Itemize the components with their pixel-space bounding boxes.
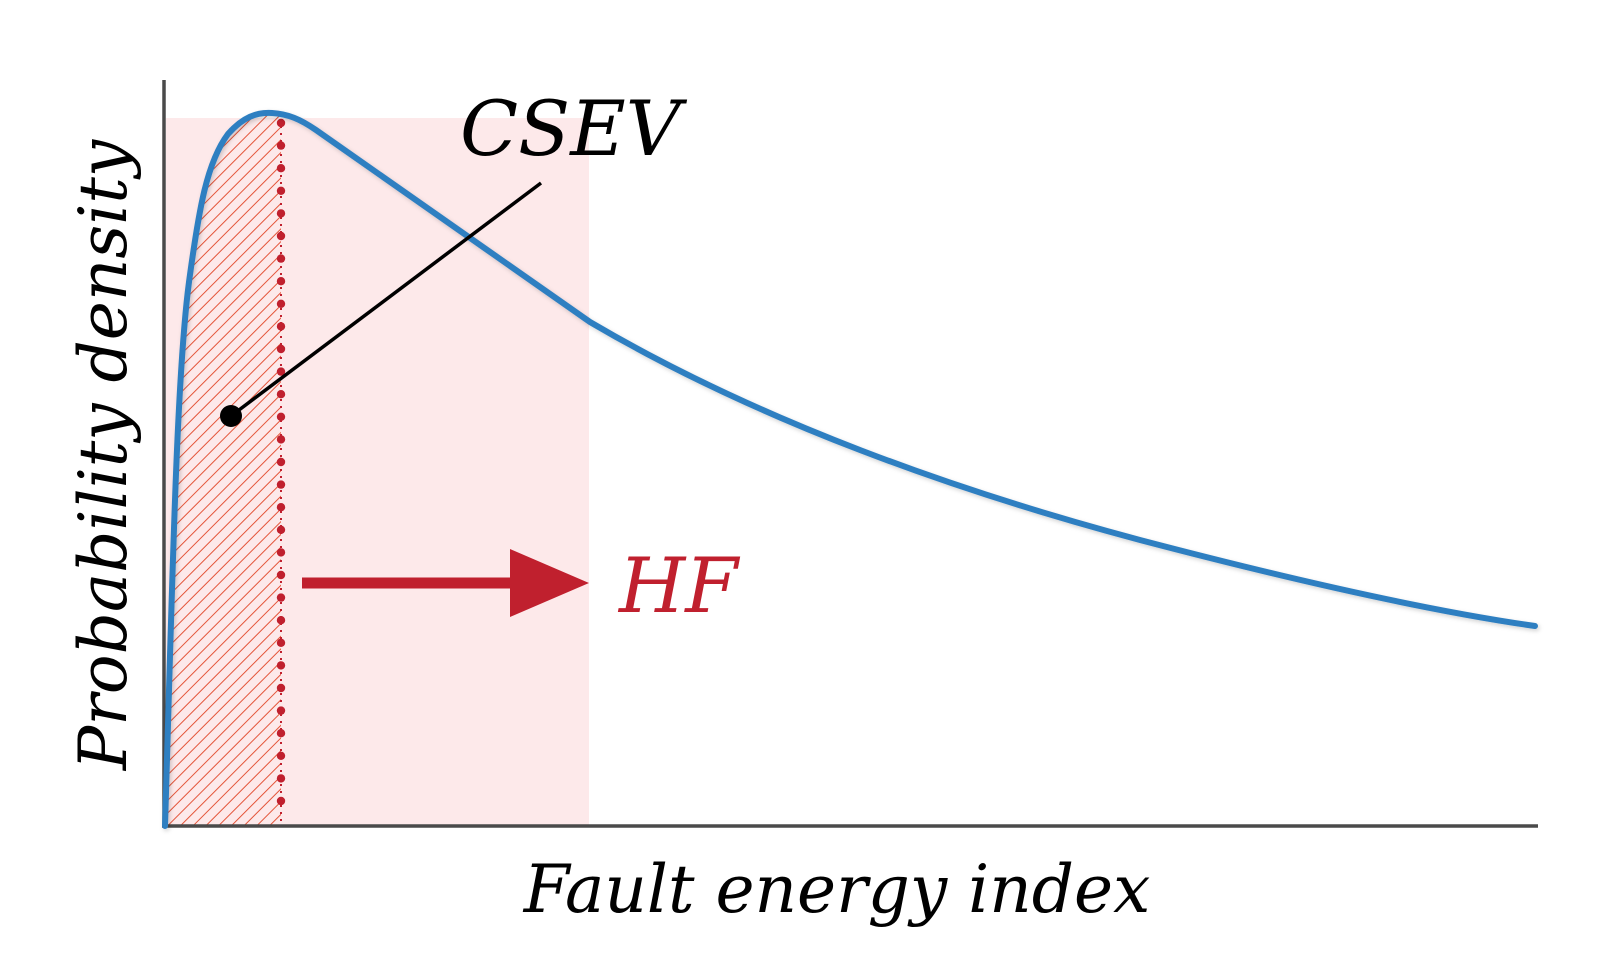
- threshold-dot: [276, 593, 286, 602]
- y-axis-label: Probability density: [65, 139, 142, 771]
- threshold-dot: [276, 277, 286, 286]
- threshold-dot: [276, 661, 286, 670]
- right-arrow-icon: [510, 549, 589, 617]
- threshold-dot: [276, 706, 286, 715]
- threshold-dot: [276, 299, 286, 308]
- threshold-dot: [276, 390, 286, 399]
- threshold-dot: [276, 118, 286, 128]
- x-axis-label: Fault energy index: [523, 851, 1151, 928]
- threshold-dot: [276, 231, 286, 241]
- threshold-dot: [276, 164, 286, 173]
- threshold-dot: [276, 570, 286, 580]
- hf-label: HF: [617, 541, 740, 630]
- threshold-dot: [276, 774, 286, 783]
- threshold-dot: [276, 638, 286, 647]
- callout-dot-icon: [220, 405, 242, 427]
- threshold-dot: [276, 548, 286, 557]
- threshold-dot: [276, 729, 286, 738]
- threshold-dot: [276, 457, 286, 467]
- threshold-dot: [276, 367, 286, 376]
- threshold-dot: [276, 796, 286, 806]
- threshold-dot: [276, 683, 286, 693]
- threshold-dot: [276, 616, 286, 625]
- threshold-dot: [276, 435, 286, 444]
- threshold-dot: [276, 186, 286, 195]
- threshold-dot: [276, 322, 286, 331]
- threshold-dot: [276, 254, 286, 263]
- threshold-dot: [276, 412, 286, 421]
- density-curve: [162, 109, 1538, 829]
- callout-label: CSEV: [460, 84, 688, 173]
- threshold-dot: [276, 480, 286, 489]
- threshold-dot: [276, 344, 286, 354]
- threshold-dot: [276, 141, 286, 150]
- callout-leader-line: [229, 181, 543, 418]
- threshold-dot: [276, 525, 286, 534]
- threshold-dot: [276, 209, 286, 218]
- threshold-dot: [276, 751, 286, 760]
- threshold-dots: [276, 118, 286, 806]
- threshold-dot: [276, 503, 286, 512]
